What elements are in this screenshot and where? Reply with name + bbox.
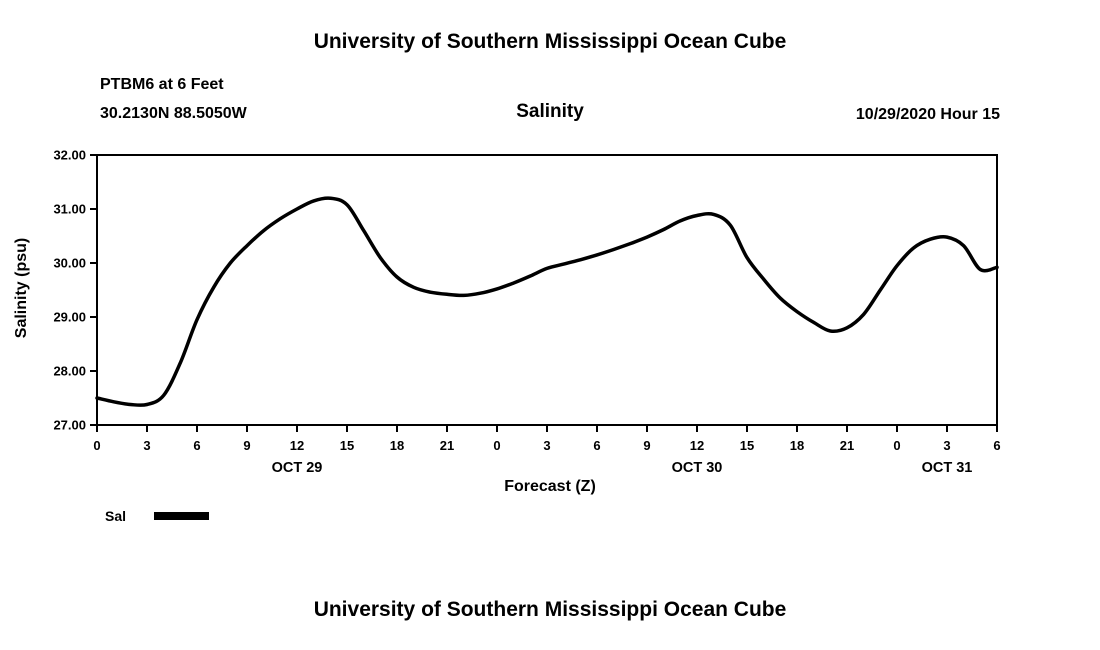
x-tick-label: 12 [290,438,304,453]
forecast-datetime: 10/29/2020 Hour 15 [855,106,1000,123]
x-tick-label: 0 [93,438,100,453]
x-tick-label: 18 [390,438,404,453]
y-axis-label: Salinity (psu) [13,237,30,339]
x-tick-label: 6 [593,438,600,453]
x-tick-label: 0 [893,438,900,453]
y-tick-label: 28.00 [53,364,86,379]
page-title-bottom: University of Southern Mississippi Ocean… [313,598,787,621]
x-tick-label: 3 [543,438,550,453]
page-title-top: University of Southern Mississippi Ocean… [313,30,787,53]
x-date-label: OCT 30 [672,460,723,476]
y-tick-label: 32.00 [53,148,86,163]
legend: Sal [105,508,210,524]
x-tick-label: 6 [193,438,200,453]
x-tick-label: 15 [340,438,354,453]
legend-label: Sal [105,508,127,524]
x-date-label: OCT 31 [922,460,973,476]
series-line-sal [95,196,999,408]
station-coordinates: 30.2130N 88.5050W [100,105,247,122]
y-tick-label: 27.00 [53,418,86,433]
plot-frame [96,154,998,426]
plot-title: Salinity [516,101,584,122]
x-tick-label: 15 [740,438,754,453]
x-tick-label: 21 [440,438,454,453]
y-tick-label: 30.00 [53,256,86,271]
legend-line-swatch [154,512,210,520]
x-axis-label: Forecast (Z) [504,478,596,495]
x-tick-label: 12 [690,438,704,453]
x-tick-label: 21 [840,438,854,453]
y-tick-label: 31.00 [53,202,86,217]
x-date-label: OCT 29 [272,460,323,476]
x-tick-label: 3 [143,438,150,453]
x-tick-label: 6 [993,438,1000,453]
x-tick-label: 9 [643,438,650,453]
x-tick-label: 18 [790,438,804,453]
station-label: PTBM6 at 6 Feet [100,76,224,93]
x-tick-label: 9 [243,438,250,453]
y-tick-label: 29.00 [53,310,86,325]
x-tick-label: 0 [493,438,500,453]
x-tick-label: 3 [943,438,950,453]
